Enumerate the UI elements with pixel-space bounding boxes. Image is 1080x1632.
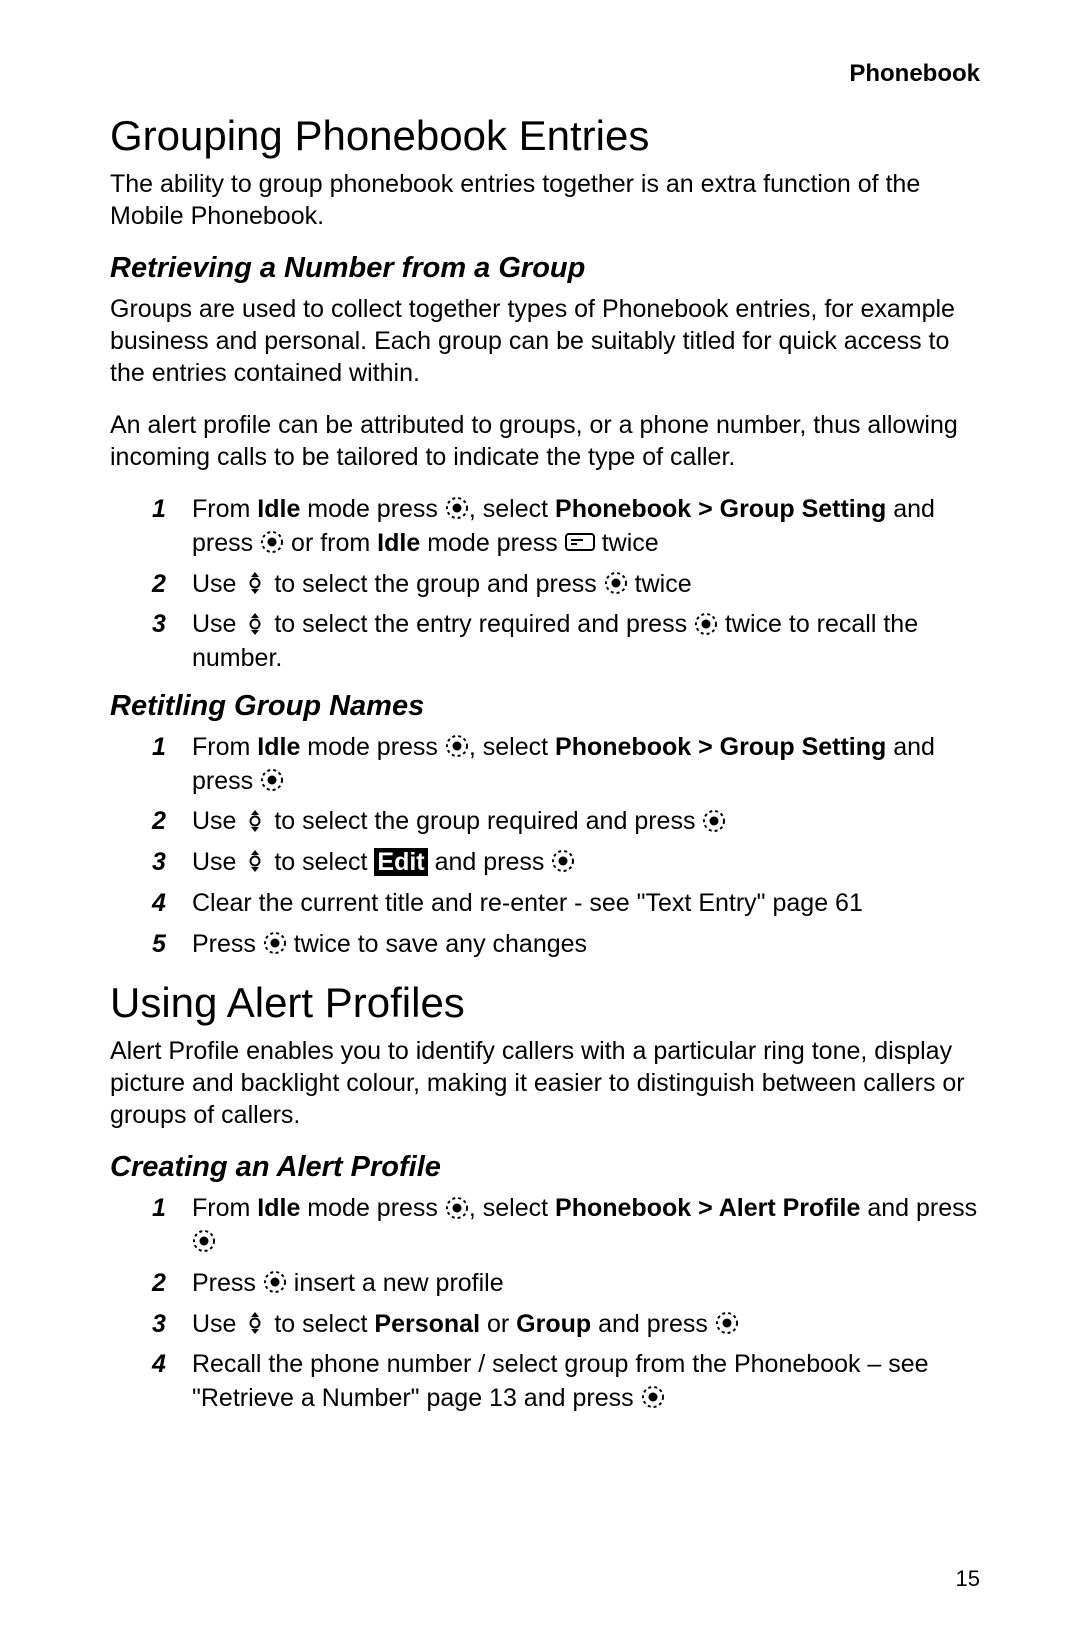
intro-grouping: The ability to group phonebook entries t… xyxy=(110,168,980,232)
list-item: 1 From Idle mode press , select Phoneboo… xyxy=(152,493,980,561)
step-number: 3 xyxy=(152,1308,192,1342)
ok-key-icon xyxy=(694,612,718,636)
retrieve-p1: Groups are used to collect together type… xyxy=(110,293,980,389)
subheading-retrieve: Retrieving a Number from a Group xyxy=(110,252,980,285)
step-text: Use to select the entry required and pre… xyxy=(192,608,980,676)
retitle-steps: 1 From Idle mode press , select Phoneboo… xyxy=(152,731,980,962)
ok-key-icon xyxy=(445,496,469,520)
step-number: 1 xyxy=(152,493,192,527)
step-text: Use to select Edit and press xyxy=(192,846,980,880)
retrieve-steps: 1 From Idle mode press , select Phoneboo… xyxy=(152,493,980,676)
list-item: 2 Press insert a new profile xyxy=(152,1267,980,1301)
step-text: From Idle mode press , select Phonebook … xyxy=(192,1192,980,1260)
step-number: 3 xyxy=(152,846,192,880)
softkey-icon xyxy=(565,529,595,555)
step-number: 1 xyxy=(152,731,192,765)
step-number: 1 xyxy=(152,1192,192,1226)
ok-key-icon xyxy=(445,1196,469,1220)
step-number: 2 xyxy=(152,1267,192,1301)
ok-key-icon xyxy=(551,849,575,873)
ok-key-icon xyxy=(702,809,726,833)
ok-key-icon xyxy=(263,1270,287,1294)
list-item: 2 Use to select the group and press twic… xyxy=(152,568,980,602)
step-text: Press insert a new profile xyxy=(192,1267,980,1301)
step-text: Use to select the group and press twice xyxy=(192,568,980,602)
step-text: From Idle mode press , select Phonebook … xyxy=(192,493,980,561)
ok-key-icon xyxy=(445,734,469,758)
step-number: 2 xyxy=(152,805,192,839)
ok-key-icon xyxy=(192,1229,216,1253)
retrieve-p2: An alert profile can be attributed to gr… xyxy=(110,409,980,473)
manual-page: Phonebook Grouping Phonebook Entries The… xyxy=(0,0,1080,1632)
step-number: 5 xyxy=(152,928,192,962)
step-text: Clear the current title and re-enter - s… xyxy=(192,887,980,921)
nav-key-icon xyxy=(243,1311,267,1335)
ok-key-icon xyxy=(260,768,284,792)
nav-key-icon xyxy=(243,612,267,636)
heading-alert-profiles: Using Alert Profiles xyxy=(110,979,980,1027)
list-item: 4 Clear the current title and re-enter -… xyxy=(152,887,980,921)
list-item: 3 Use to select the entry required and p… xyxy=(152,608,980,676)
nav-key-icon xyxy=(243,809,267,833)
step-number: 2 xyxy=(152,568,192,602)
edit-highlight: Edit xyxy=(374,848,427,876)
nav-key-icon xyxy=(243,571,267,595)
list-item: 1 From Idle mode press , select Phoneboo… xyxy=(152,1192,980,1260)
ok-key-icon xyxy=(641,1385,665,1409)
list-item: 5 Press twice to save any changes xyxy=(152,928,980,962)
list-item: 4 Recall the phone number / select group… xyxy=(152,1348,980,1416)
step-text: Press twice to save any changes xyxy=(192,928,980,962)
step-number: 4 xyxy=(152,1348,192,1382)
ok-key-icon xyxy=(260,530,284,554)
page-number: 15 xyxy=(956,1566,980,1592)
ok-key-icon xyxy=(263,931,287,955)
heading-grouping: Grouping Phonebook Entries xyxy=(110,112,980,160)
step-number: 4 xyxy=(152,887,192,921)
list-item: 3 Use to select Personal or Group and pr… xyxy=(152,1308,980,1342)
list-item: 1 From Idle mode press , select Phoneboo… xyxy=(152,731,980,799)
list-item: 3 Use to select Edit and press xyxy=(152,846,980,880)
intro-alert: Alert Profile enables you to identify ca… xyxy=(110,1035,980,1131)
ok-key-icon xyxy=(604,571,628,595)
step-number: 3 xyxy=(152,608,192,642)
list-item: 2 Use to select the group required and p… xyxy=(152,805,980,839)
create-alert-steps: 1 From Idle mode press , select Phoneboo… xyxy=(152,1192,980,1416)
step-text: Use to select Personal or Group and pres… xyxy=(192,1308,980,1342)
section-header: Phonebook xyxy=(110,60,980,88)
step-text: Recall the phone number / select group f… xyxy=(192,1348,980,1416)
nav-key-icon xyxy=(243,849,267,873)
subheading-retitle: Retitling Group Names xyxy=(110,690,980,723)
step-text: Use to select the group required and pre… xyxy=(192,805,980,839)
subheading-create-alert: Creating an Alert Profile xyxy=(110,1151,980,1184)
step-text: From Idle mode press , select Phonebook … xyxy=(192,731,980,799)
ok-key-icon xyxy=(715,1311,739,1335)
